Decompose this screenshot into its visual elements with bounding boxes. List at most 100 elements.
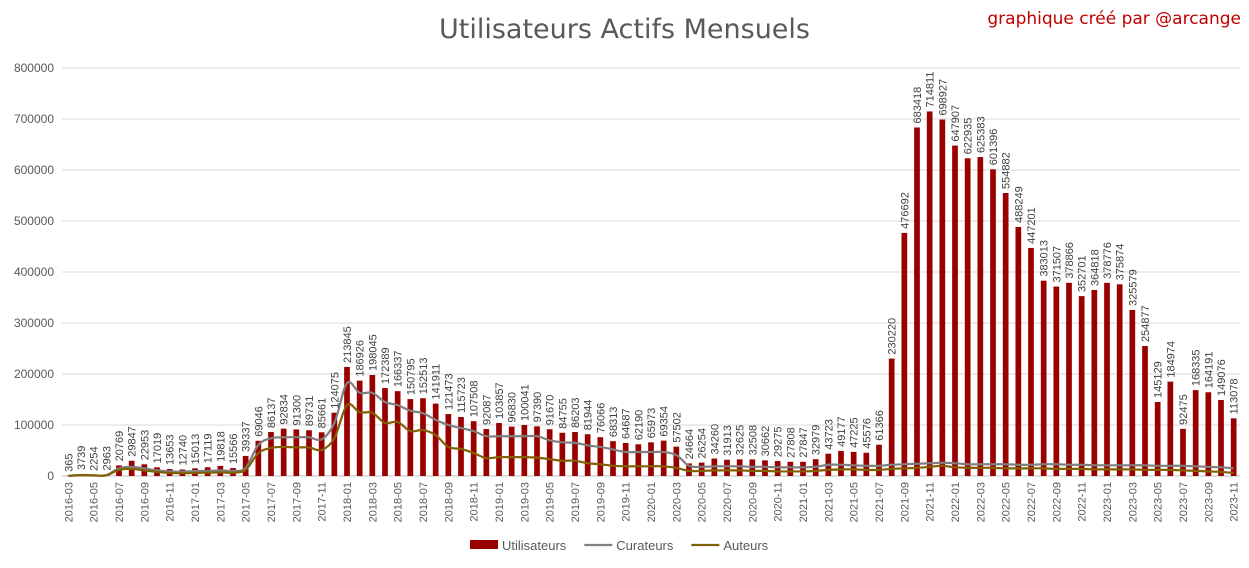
data-label: 27847 bbox=[798, 427, 810, 458]
data-label: 488249 bbox=[1013, 186, 1025, 223]
x-tick-label: 2021-05 bbox=[849, 482, 861, 522]
bar-utilisateurs bbox=[293, 429, 300, 476]
data-label: 683418 bbox=[912, 87, 924, 124]
x-tick-label: 2016-05 bbox=[89, 482, 101, 522]
x-tick-label: 2017-05 bbox=[241, 482, 253, 522]
data-label: 92475 bbox=[1178, 394, 1190, 425]
y-tick-label: 800000 bbox=[14, 61, 54, 75]
y-tick-label: 200000 bbox=[14, 367, 54, 381]
chart-title: Utilisateurs Actifs Mensuels bbox=[439, 14, 810, 45]
data-label: 43723 bbox=[823, 419, 835, 450]
x-tick-label: 2023-01 bbox=[1102, 482, 1114, 522]
y-tick-label: 300000 bbox=[14, 316, 54, 330]
data-label: 172389 bbox=[380, 347, 392, 384]
data-label: 364818 bbox=[1089, 249, 1101, 286]
data-label: 15566 bbox=[228, 433, 240, 464]
bar-utilisateurs bbox=[698, 462, 705, 476]
bar-utilisateurs bbox=[1218, 399, 1224, 476]
bar-utilisateurs bbox=[660, 440, 667, 476]
data-label: 124075 bbox=[329, 372, 341, 409]
data-label: 32625 bbox=[735, 425, 747, 456]
y-tick-label: 400000 bbox=[14, 265, 54, 279]
bar-utilisateurs bbox=[242, 455, 249, 476]
legend-swatch-utilisateurs bbox=[470, 540, 498, 549]
y-tick-label: 700000 bbox=[14, 112, 54, 126]
x-tick-label: 2022-07 bbox=[1026, 482, 1038, 522]
data-label: 39337 bbox=[241, 421, 253, 452]
bar-utilisateurs bbox=[1154, 401, 1161, 476]
data-label: 152513 bbox=[418, 357, 430, 394]
bar-utilisateurs bbox=[939, 119, 946, 476]
bar-utilisateurs bbox=[546, 429, 553, 476]
line-curateurs bbox=[68, 380, 1234, 477]
bar-utilisateurs bbox=[1091, 289, 1098, 476]
bar-utilisateurs bbox=[255, 440, 262, 476]
data-label: 15013 bbox=[190, 434, 202, 465]
bar-utilisateurs bbox=[382, 388, 388, 476]
bar-utilisateurs bbox=[318, 432, 325, 476]
data-label: 447201 bbox=[1026, 207, 1038, 244]
x-tick-label: 2018-03 bbox=[367, 482, 379, 522]
data-label: 86203 bbox=[570, 397, 582, 428]
data-label: 86137 bbox=[266, 397, 278, 428]
x-tick-label: 2023-07 bbox=[1178, 482, 1190, 522]
bar-utilisateurs bbox=[584, 434, 591, 476]
x-tick-label: 2019-05 bbox=[545, 482, 557, 522]
data-label: 92087 bbox=[481, 394, 493, 425]
x-tick-label: 2019-09 bbox=[595, 482, 607, 522]
bar-utilisateurs bbox=[977, 157, 984, 476]
data-label: 166337 bbox=[393, 350, 405, 387]
credit-annotation: graphique créé par @arcange bbox=[987, 9, 1241, 29]
x-tick-label: 2022-11 bbox=[1077, 482, 1089, 522]
data-label: 113078 bbox=[1229, 378, 1241, 414]
bar-utilisateurs bbox=[876, 444, 882, 476]
x-tick-label: 2021-07 bbox=[874, 482, 886, 522]
bar-utilisateurs bbox=[724, 459, 730, 476]
bar-utilisateurs bbox=[964, 158, 971, 476]
data-label: 2963 bbox=[101, 446, 113, 470]
data-label: 96830 bbox=[507, 392, 519, 423]
data-label: 625383 bbox=[975, 116, 987, 153]
x-tick-label: 2017-11 bbox=[317, 482, 329, 522]
data-label: 65973 bbox=[646, 408, 658, 439]
x-tick-label: 2018-05 bbox=[393, 482, 405, 522]
x-tick-label: 2019-11 bbox=[621, 482, 633, 522]
x-tick-label: 2018-09 bbox=[443, 482, 455, 522]
x-tick-label: 2020-05 bbox=[697, 482, 709, 522]
x-tick-label: 2017-03 bbox=[215, 482, 227, 522]
bar-utilisateurs bbox=[863, 452, 870, 476]
bar-utilisateurs bbox=[673, 446, 680, 476]
x-tick-label: 2017-09 bbox=[291, 482, 303, 522]
data-label: 2254 bbox=[89, 446, 101, 470]
y-tick-label: 600000 bbox=[14, 163, 54, 177]
bar-utilisateurs bbox=[268, 432, 274, 476]
data-label: 32508 bbox=[747, 425, 759, 456]
data-label: 150795 bbox=[405, 358, 417, 395]
bar-utilisateurs bbox=[1078, 296, 1085, 476]
bar-utilisateurs bbox=[483, 429, 490, 476]
bar-utilisateurs bbox=[344, 366, 350, 476]
data-label: 27808 bbox=[785, 427, 797, 458]
bar-utilisateurs bbox=[990, 169, 996, 477]
bar-utilisateurs bbox=[800, 461, 806, 476]
bar-utilisateurs bbox=[1040, 280, 1047, 476]
x-tick-label: 2023-05 bbox=[1153, 482, 1165, 522]
bar-utilisateurs bbox=[622, 443, 629, 476]
data-label: 89731 bbox=[304, 396, 316, 427]
x-tick-label: 2020-01 bbox=[646, 482, 658, 522]
bar-utilisateurs bbox=[508, 426, 515, 476]
bar-utilisateurs bbox=[356, 380, 363, 476]
data-label: 476692 bbox=[899, 192, 911, 229]
x-tick-label: 2022-09 bbox=[1051, 482, 1063, 522]
data-label: 198045 bbox=[367, 334, 379, 371]
x-tick-label: 2019-01 bbox=[494, 482, 506, 522]
data-label: 141911 bbox=[431, 364, 443, 400]
data-label: 647907 bbox=[950, 105, 962, 142]
data-label: 107508 bbox=[469, 380, 481, 417]
bar-utilisateurs bbox=[686, 463, 692, 476]
x-tick-label: 2016-11 bbox=[165, 482, 177, 522]
data-label: 32979 bbox=[811, 425, 823, 456]
bar-utilisateurs bbox=[1053, 286, 1060, 476]
data-label: 91670 bbox=[545, 395, 557, 426]
